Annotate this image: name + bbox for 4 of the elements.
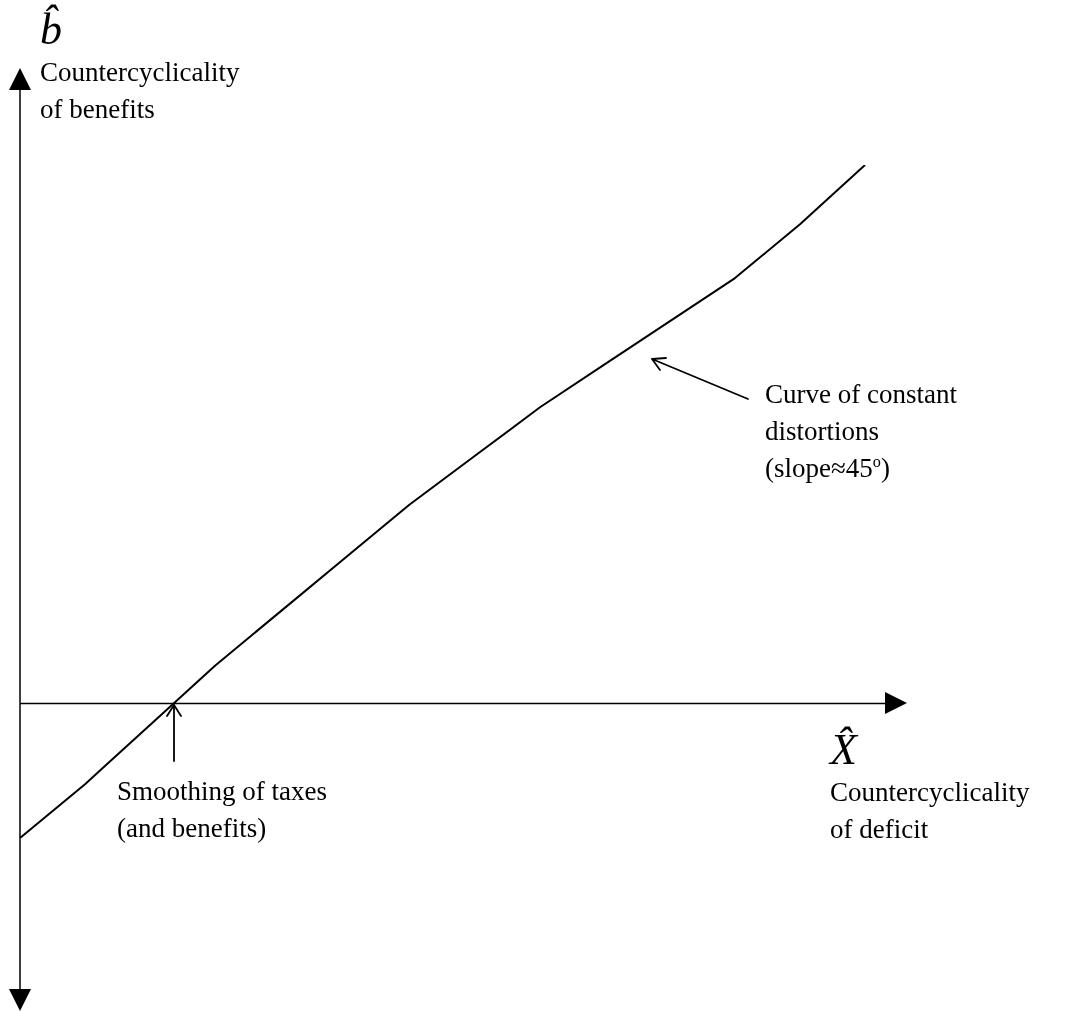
y-axis-title: b̂ Countercyclicality of benefits (40, 5, 240, 126)
x-axis-title: X̂ Countercyclicality of deficit (830, 725, 1030, 846)
annotation: Smoothing of taxes (and benefits) (117, 775, 327, 845)
annotation: Curve of constant distortions (slope≈45$^{o}$) (765, 378, 957, 485)
